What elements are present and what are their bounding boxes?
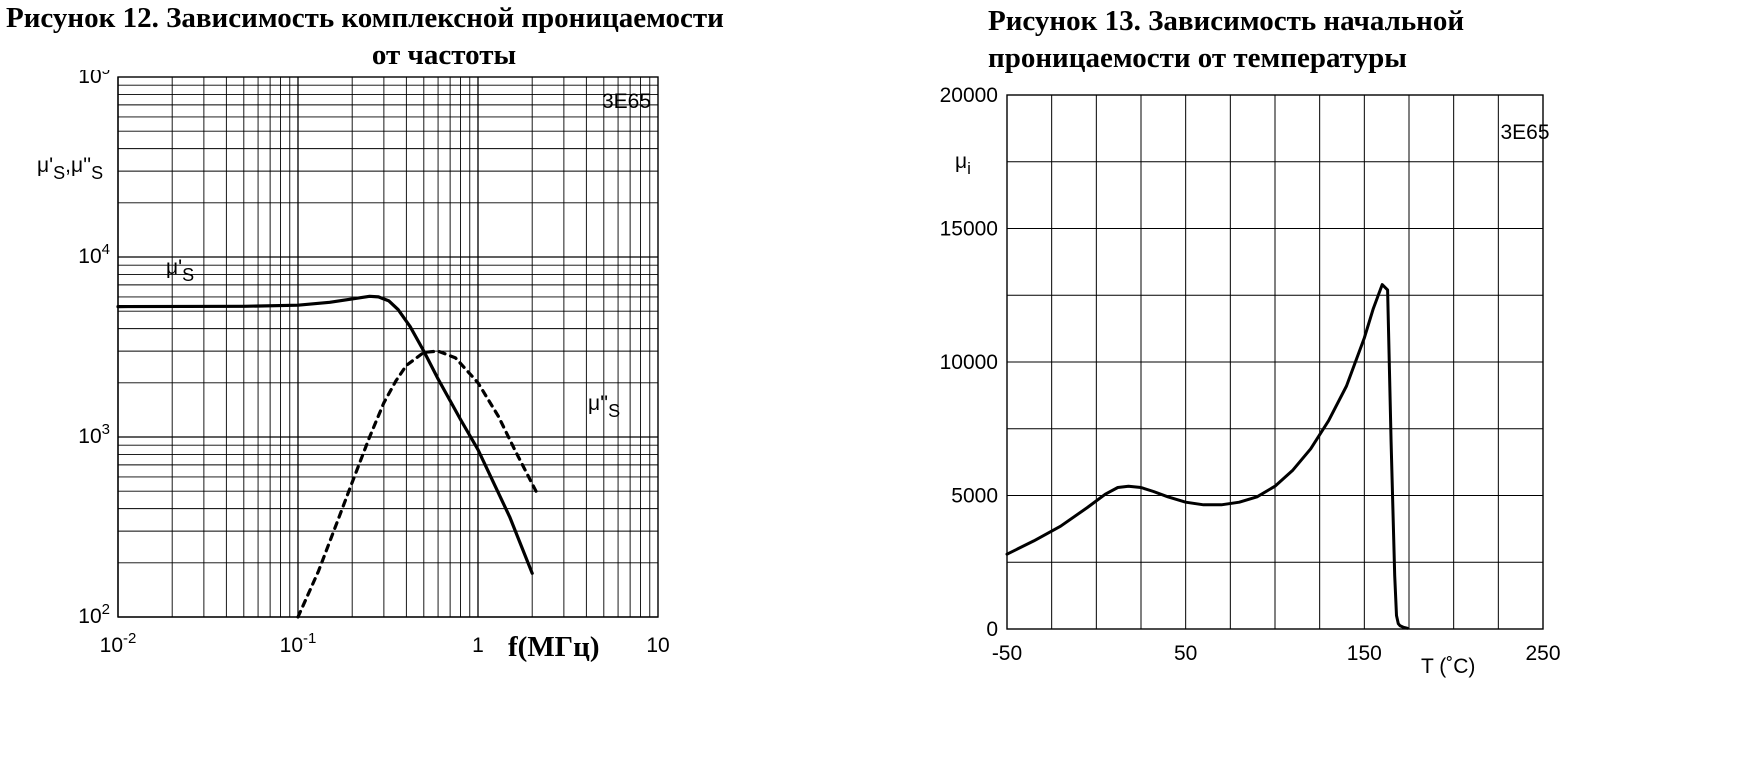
initial-permeability-curve: [1005, 283, 1409, 630]
chart2-y-tick-label: 10000: [940, 351, 998, 374]
chart1-x-tick-label: 10-2: [100, 630, 137, 657]
chart2-x-axis-label: T (˚C): [1421, 655, 1475, 678]
chart1-plot-frame: [117, 76, 659, 618]
chart2-y-tick-label: 15000: [940, 218, 998, 241]
figure-12-title-line-2: от частоты: [371, 39, 517, 71]
chart2-y-tick-label: 20000: [940, 84, 998, 107]
permeability-vs-frequency-chart: 10-2 10-1 1 10 102 103 104 105 3E65 μ'S,μ''S μ'…: [37, 70, 670, 663]
chart2-x-tick-label: 50: [1174, 642, 1197, 665]
chart1-series: [116, 294, 538, 619]
chart1-x-tick-label: 10: [646, 634, 669, 657]
figure-13-title: Рисунок 13. Зависимость начальной прониц…: [988, 5, 1465, 74]
chart1-x-axis-label: f(МГц): [508, 631, 600, 663]
chart2-x-tick-label: 250: [1525, 642, 1560, 665]
figure-12-title-line-1: Рисунок 12. Зависимость комплексной прон…: [6, 2, 724, 34]
chart1-y-tick-label: 104: [78, 241, 110, 268]
chart1-y-tick-label: 103: [78, 421, 110, 448]
chart2-x-tick-label: -50: [992, 642, 1022, 665]
chart1-grid: [117, 76, 659, 618]
chart2-material-label: 3E65: [1500, 121, 1549, 144]
mu-s-prime-curve: [116, 294, 534, 575]
chart1-tick-labels: 10-2 10-1 1 10 102 103 104 105: [78, 70, 669, 657]
chart1-y-tick-label: 105: [78, 70, 110, 88]
chart2-y-axis-label: μi: [955, 150, 971, 178]
mu-s-double-prime-curve: [296, 349, 538, 619]
mu-s-prime-series-label: μ'S: [166, 256, 194, 285]
chart2-y-tick-label: 5000: [951, 485, 998, 508]
chart2-series: [1005, 283, 1409, 630]
chart2-plot-frame: [1006, 94, 1544, 630]
chart2-y-tick-label: 0: [986, 618, 998, 641]
chart1-y-tick-label: 102: [78, 601, 110, 628]
chart2-grid: [1006, 94, 1544, 630]
chart2-x-tick-label: 150: [1347, 642, 1382, 665]
chart1-x-tick-label: 1: [472, 634, 484, 657]
chart1-y-axis-label: μ'S,μ''S: [37, 154, 103, 183]
mu-s-double-prime-series-label: μ''S: [588, 392, 620, 421]
chart1-material-label: 3E65: [602, 90, 651, 113]
chart1-x-tick-label: 10-1: [280, 630, 317, 657]
chart2-tick-labels: -50 50 150 250 0 5000 10000 15000 20000: [940, 84, 1561, 665]
